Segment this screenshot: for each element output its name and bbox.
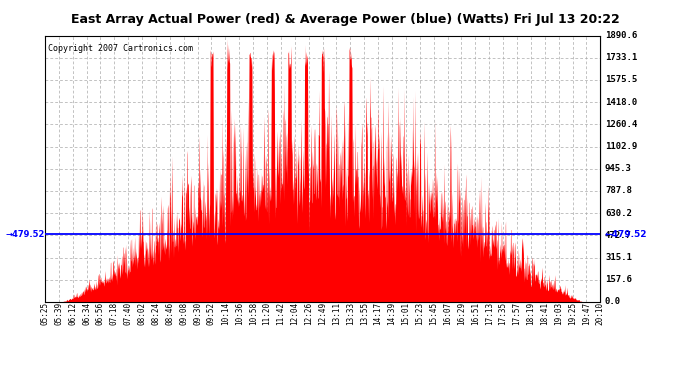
Text: 13:33: 13:33 — [346, 302, 355, 325]
Text: 14:39: 14:39 — [388, 302, 397, 325]
Text: 16:29: 16:29 — [457, 302, 466, 325]
Text: 20:10: 20:10 — [595, 302, 605, 325]
Text: 18:19: 18:19 — [526, 302, 535, 325]
Text: 1733.1: 1733.1 — [605, 53, 638, 62]
Text: 1102.9: 1102.9 — [605, 142, 638, 151]
Text: 11:42: 11:42 — [277, 302, 286, 325]
Text: 19:03: 19:03 — [554, 302, 563, 325]
Text: 16:51: 16:51 — [471, 302, 480, 325]
Text: 18:41: 18:41 — [540, 302, 549, 325]
Text: 15:23: 15:23 — [415, 302, 424, 325]
Text: 157.6: 157.6 — [605, 275, 632, 284]
Text: 13:55: 13:55 — [359, 302, 368, 325]
Text: 19:25: 19:25 — [568, 302, 577, 325]
Text: 09:52: 09:52 — [207, 302, 216, 325]
Text: 1260.4: 1260.4 — [605, 120, 638, 129]
Text: 09:08: 09:08 — [179, 302, 188, 325]
Text: 07:40: 07:40 — [124, 302, 132, 325]
Text: 1890.6: 1890.6 — [605, 31, 638, 40]
Text: 12:04: 12:04 — [290, 302, 299, 325]
Text: 13:11: 13:11 — [332, 302, 341, 325]
Text: 787.8: 787.8 — [605, 186, 632, 195]
Text: 0.0: 0.0 — [605, 297, 621, 306]
Text: 06:34: 06:34 — [82, 302, 91, 325]
Text: 630.2: 630.2 — [605, 209, 632, 218]
Text: 945.3: 945.3 — [605, 164, 632, 173]
Text: 12:49: 12:49 — [318, 302, 327, 325]
Text: 315.1: 315.1 — [605, 253, 632, 262]
Text: 05:25: 05:25 — [40, 302, 50, 325]
Text: 06:56: 06:56 — [96, 302, 105, 325]
Text: 1575.5: 1575.5 — [605, 75, 638, 84]
Text: 19:47: 19:47 — [582, 302, 591, 325]
Text: 14:17: 14:17 — [373, 302, 383, 325]
Text: 06:12: 06:12 — [68, 302, 77, 325]
Text: ←479.52: ←479.52 — [605, 230, 647, 239]
Text: 16:07: 16:07 — [443, 302, 452, 325]
Text: 17:13: 17:13 — [484, 302, 494, 325]
Text: Copyright 2007 Cartronics.com: Copyright 2007 Cartronics.com — [48, 44, 193, 52]
Text: 15:01: 15:01 — [402, 302, 411, 325]
Text: →479.52: →479.52 — [6, 230, 46, 239]
Text: 07:18: 07:18 — [110, 302, 119, 325]
Text: 05:39: 05:39 — [55, 302, 63, 325]
Text: 10:14: 10:14 — [221, 302, 230, 325]
Text: 472.7: 472.7 — [605, 231, 632, 240]
Text: 10:58: 10:58 — [248, 302, 257, 325]
Text: 08:02: 08:02 — [137, 302, 146, 325]
Text: 08:46: 08:46 — [166, 302, 175, 325]
Text: East Array Actual Power (red) & Average Power (blue) (Watts) Fri Jul 13 20:22: East Array Actual Power (red) & Average … — [70, 13, 620, 26]
Text: 17:57: 17:57 — [513, 302, 522, 325]
Text: 1418.0: 1418.0 — [605, 98, 638, 106]
Text: 11:20: 11:20 — [262, 302, 272, 325]
Text: 15:45: 15:45 — [429, 302, 438, 325]
Text: 08:24: 08:24 — [151, 302, 161, 325]
Text: 12:26: 12:26 — [304, 302, 313, 325]
Text: 09:30: 09:30 — [193, 302, 202, 325]
Text: 10:36: 10:36 — [235, 302, 244, 325]
Text: 17:35: 17:35 — [499, 302, 508, 325]
